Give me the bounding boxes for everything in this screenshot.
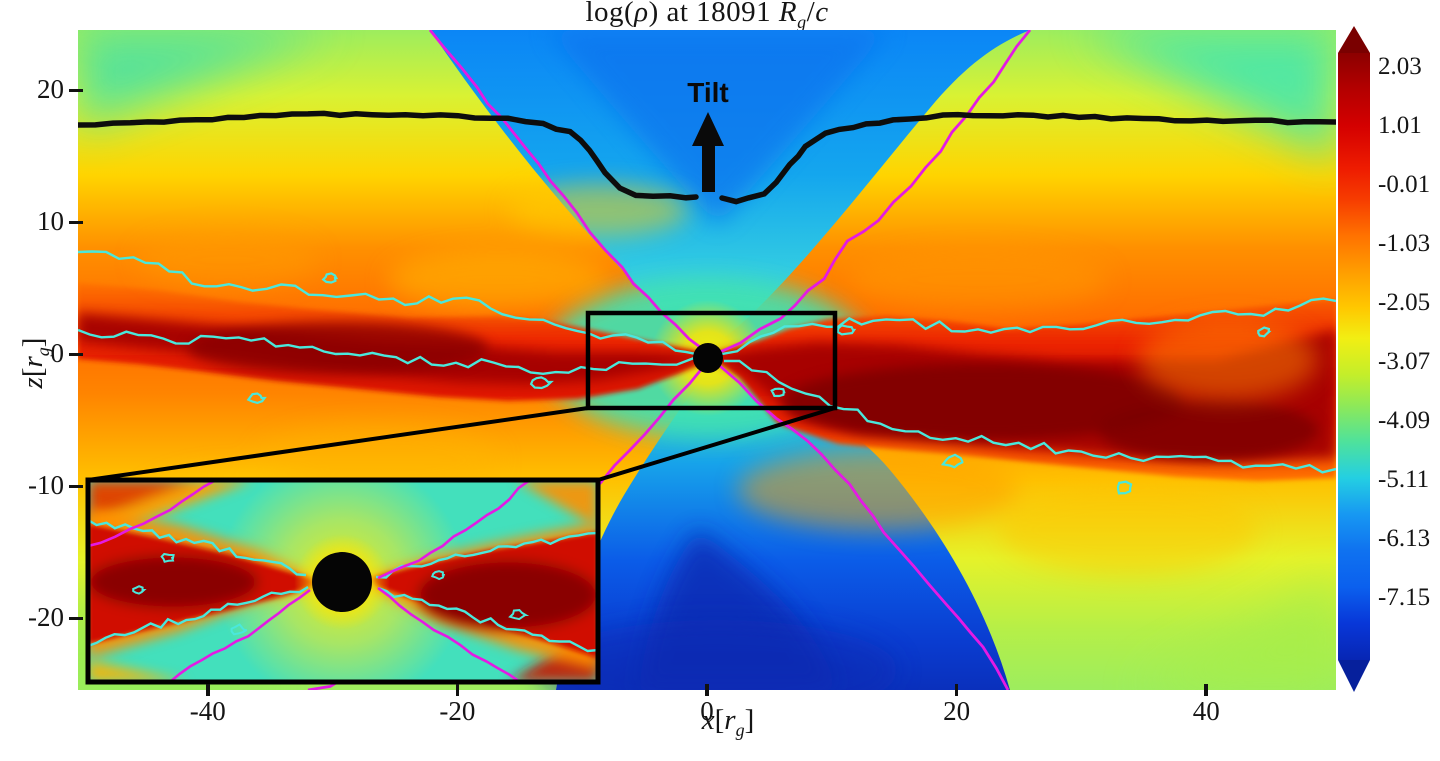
colorbar-tick-label: -0.01: [1378, 171, 1431, 199]
colorbar-arrow-up: [1338, 26, 1370, 53]
plot-title: log(ρ) at 18091 Rg/c: [585, 0, 829, 32]
x-tick-mark: [1204, 684, 1208, 696]
disk-contour-cyan: [721, 297, 1336, 356]
disk-contour-cyan: [78, 250, 697, 356]
inset-jet-boundary: [169, 588, 311, 682]
inset-jet-boundary: [88, 480, 217, 548]
y-tick-label: 10: [37, 205, 64, 236]
disk-contour-island: [1116, 480, 1133, 495]
colorbar-tick-label: 1.01: [1378, 112, 1422, 140]
top-funnel-core: [548, 30, 888, 225]
y-tick-label: -10: [28, 469, 64, 500]
disk-contour-cyan: [78, 328, 695, 376]
inset-jet-boundary: [377, 586, 521, 682]
colorbar-tick-label: -6.13: [1378, 525, 1431, 553]
inset-jet-boundary: [377, 480, 531, 580]
inset-disk-contour: [88, 585, 309, 648]
colorbar-tick-label: -1.03: [1378, 230, 1431, 258]
zoom-connector-left: [87, 406, 589, 482]
inset-panel: [85, 477, 601, 685]
inset-black-hole: [312, 552, 372, 612]
density-map: Tilt: [78, 30, 1336, 690]
bottom-funnel-shade: [538, 620, 898, 690]
inset-contour-island: [430, 570, 446, 581]
x-tick-label: -20: [439, 696, 476, 726]
x-axis-label: x[rg]: [701, 704, 755, 740]
colorbar-arrow-down: [1338, 660, 1370, 692]
x-tick-label: 20: [943, 696, 971, 726]
colorbar-tick-label: -4.09: [1378, 407, 1431, 435]
x-tick-label: 40: [1192, 696, 1220, 726]
inset-disk-contour: [377, 586, 598, 653]
colorbar-tick-label: -2.05: [1378, 289, 1431, 317]
inset-contour-island: [132, 585, 147, 595]
disk-dark-knots: [188, 322, 1318, 460]
tilt-surface-segment: [719, 111, 1336, 205]
disk-contour-island: [246, 392, 267, 405]
colorbar-tick-label: -5.11: [1378, 466, 1430, 494]
y-tick-mark: [69, 484, 83, 489]
tilt-arrow-icon: [692, 112, 724, 192]
colorbar-gradient: [1338, 53, 1370, 660]
inset-disk-contour: [375, 531, 598, 579]
jet-boundary-magenta: [719, 364, 1010, 690]
inset-contour-island: [508, 609, 530, 621]
x-tick-mark: [206, 684, 210, 696]
x-tick-mark: [954, 684, 959, 696]
zoom-connector-right: [597, 406, 836, 482]
disk-contour-island: [770, 387, 786, 398]
zoom-source-box: [585, 310, 838, 411]
disk-contour-island: [940, 453, 964, 469]
disk-contour-island: [1257, 326, 1272, 338]
colorbar-tick-label: 2.03: [1378, 53, 1422, 81]
tilt-annotation: Tilt: [687, 77, 728, 108]
y-tick-label: 20: [37, 73, 64, 104]
jet-boundary-magenta: [428, 30, 705, 352]
y-tick-label: 0: [50, 337, 65, 368]
disk-contour-island: [529, 376, 554, 390]
y-tick-label: -20: [28, 601, 64, 632]
x-tick-mark: [705, 684, 709, 696]
x-tick-label: -40: [189, 696, 226, 726]
inset-border: [85, 477, 601, 685]
disk-contour-island: [836, 324, 857, 336]
black-hole: [693, 343, 723, 373]
disk-contour-island: [321, 272, 339, 284]
colorbar-tick-label: -7.15: [1378, 584, 1431, 612]
y-tick-mark: [69, 352, 83, 357]
inset-contour-island: [230, 623, 248, 636]
inset-contour-island: [160, 552, 175, 563]
inset-disk-contour: [88, 518, 307, 577]
colorbar-tick-label: -3.07: [1378, 348, 1431, 376]
tilt-surface-segment: [78, 110, 699, 201]
x-tick-label: 0: [700, 696, 714, 726]
y-tick-mark: [69, 88, 83, 93]
x-tick-mark: [455, 684, 460, 696]
y-tick-mark: [69, 616, 83, 621]
tilt-surface-curve: [78, 110, 1336, 205]
inset-contour-lines: [88, 480, 598, 682]
y-tick-mark: [69, 220, 83, 225]
